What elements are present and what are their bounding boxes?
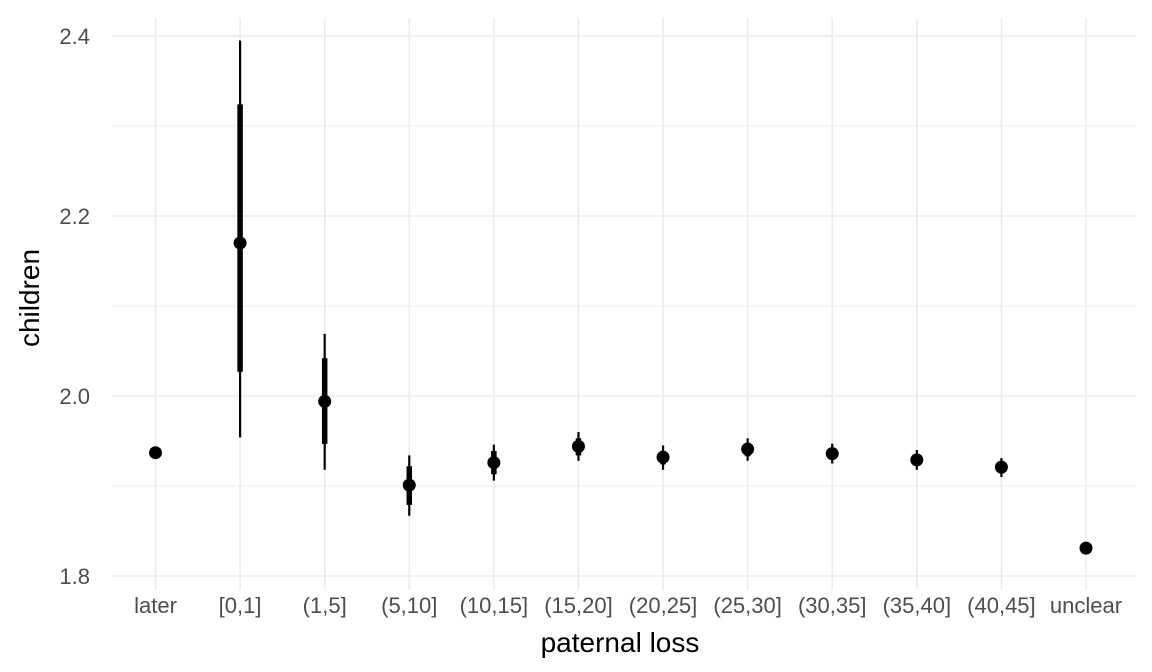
x-tick-label: (40,45]	[967, 593, 1036, 618]
x-tick-label: (30,35]	[798, 593, 867, 618]
x-tick-label: (10,15]	[460, 593, 529, 618]
chart-marks	[149, 40, 1093, 555]
point-estimate	[402, 478, 416, 492]
x-tick-label: (5,10]	[381, 593, 437, 618]
point-estimate	[741, 442, 755, 456]
point-estimate	[318, 394, 332, 408]
point-estimate	[571, 439, 585, 453]
grid-major	[112, 18, 1136, 590]
point-estimate	[1079, 541, 1093, 555]
y-tick-labels: 1.8 2.0 2.2 2.4	[59, 24, 90, 589]
y-tick-label: 2.0	[59, 384, 90, 409]
grid-minor	[112, 125, 1136, 487]
x-tick-label: (25,30]	[713, 593, 782, 618]
point-estimate	[656, 450, 670, 464]
y-axis-title: children	[14, 249, 45, 347]
x-tick-label: [0,1]	[219, 593, 262, 618]
point-estimate	[910, 453, 924, 467]
x-tick-label: (35,40]	[883, 593, 952, 618]
x-tick-labels: later [0,1] (1,5] (5,10] (10,15] (15,20] (20,2…	[134, 593, 1122, 618]
x-tick-label: unclear	[1050, 593, 1122, 618]
point-estimate	[825, 447, 839, 461]
x-tick-label: later	[134, 593, 177, 618]
x-tick-label: (20,25]	[629, 593, 698, 618]
point-estimate	[994, 460, 1008, 474]
y-tick-label: 1.8	[59, 564, 90, 589]
x-axis-title: paternal loss	[541, 627, 700, 658]
point-estimate	[233, 236, 247, 250]
y-tick-label: 2.4	[59, 24, 90, 49]
point-estimate	[149, 446, 162, 460]
point-estimate	[487, 456, 501, 470]
y-tick-label: 2.2	[59, 204, 90, 229]
x-tick-label: (15,20]	[544, 593, 613, 618]
x-tick-label: (1,5]	[303, 593, 347, 618]
